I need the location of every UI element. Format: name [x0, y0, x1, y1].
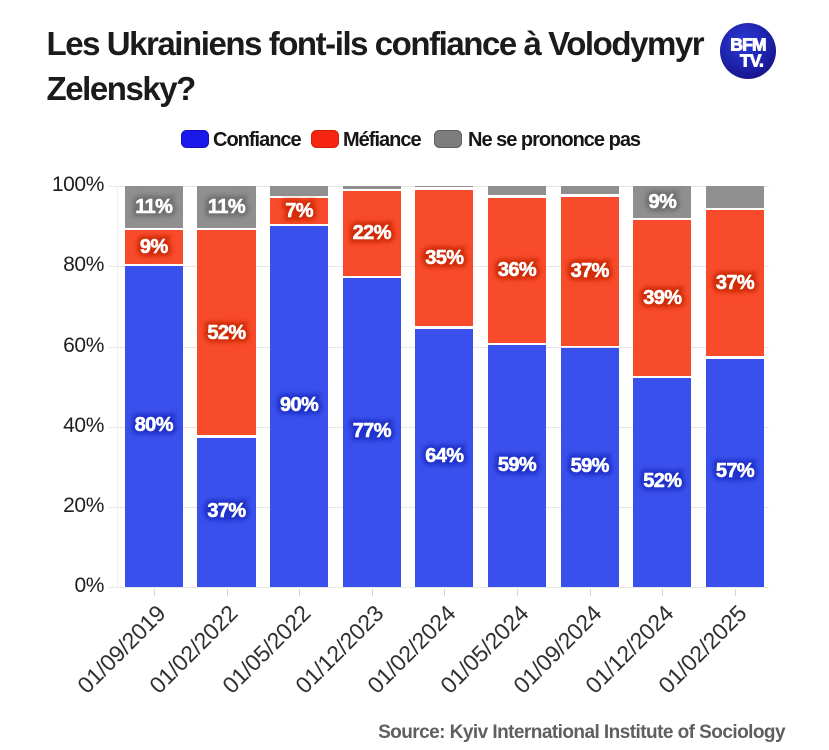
svg-text:TV.: TV. [740, 51, 763, 71]
svg-text:BFM: BFM [730, 35, 766, 55]
